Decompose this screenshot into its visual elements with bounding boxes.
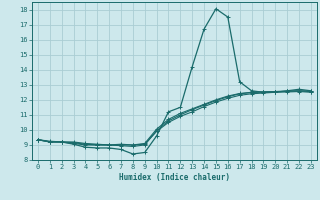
X-axis label: Humidex (Indice chaleur): Humidex (Indice chaleur) [119, 173, 230, 182]
